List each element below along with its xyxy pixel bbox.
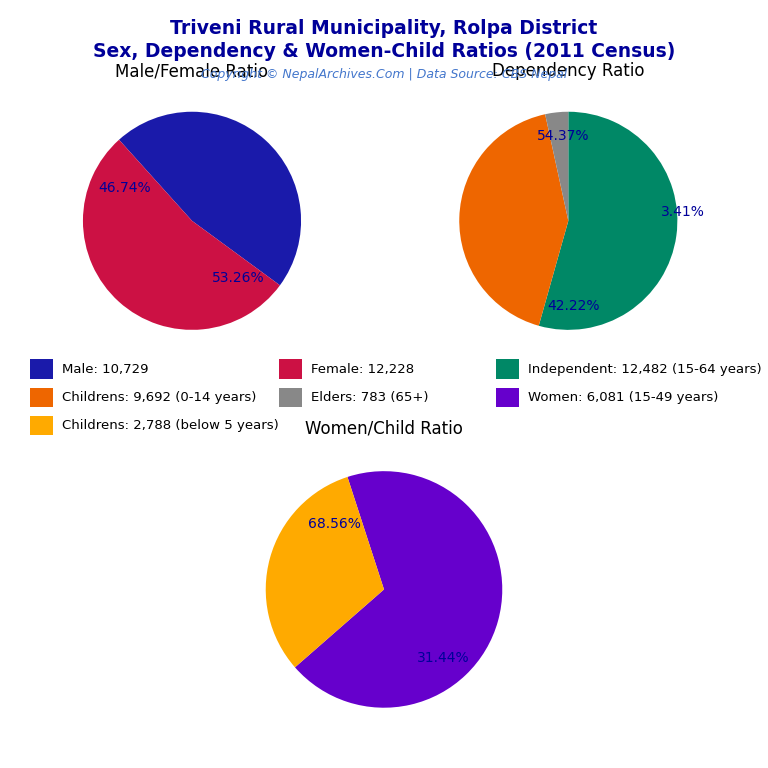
Text: Copyright © NepalArchives.Com | Data Source: CBS Nepal: Copyright © NepalArchives.Com | Data Sou…: [201, 68, 567, 81]
Text: Female: 12,228: Female: 12,228: [311, 362, 414, 376]
Text: Triveni Rural Municipality, Rolpa District: Triveni Rural Municipality, Rolpa Distri…: [170, 19, 598, 38]
Text: Childrens: 2,788 (below 5 years): Childrens: 2,788 (below 5 years): [62, 419, 279, 432]
Bar: [280, 359, 303, 379]
Bar: [30, 388, 53, 407]
Text: Independent: 12,482 (15-64 years): Independent: 12,482 (15-64 years): [528, 362, 761, 376]
Text: Women: 6,081 (15-49 years): Women: 6,081 (15-49 years): [528, 391, 718, 404]
Wedge shape: [83, 140, 280, 329]
Text: Male: 10,729: Male: 10,729: [62, 362, 148, 376]
Text: Sex, Dependency & Women-Child Ratios (2011 Census): Sex, Dependency & Women-Child Ratios (20…: [93, 42, 675, 61]
Text: Childrens: 9,692 (0-14 years): Childrens: 9,692 (0-14 years): [62, 391, 257, 404]
Wedge shape: [459, 114, 568, 326]
Text: Elders: 783 (65+): Elders: 783 (65+): [311, 391, 429, 404]
Title: Male/Female Ratio: Male/Female Ratio: [115, 62, 269, 80]
Text: 42.22%: 42.22%: [548, 299, 600, 313]
Text: 53.26%: 53.26%: [211, 270, 264, 284]
Bar: [30, 416, 53, 435]
Bar: [496, 359, 519, 379]
Title: Dependency Ratio: Dependency Ratio: [492, 62, 644, 80]
Bar: [496, 388, 519, 407]
Text: 54.37%: 54.37%: [537, 129, 589, 143]
Wedge shape: [266, 477, 384, 667]
Wedge shape: [545, 111, 568, 221]
Text: 68.56%: 68.56%: [308, 518, 361, 531]
Wedge shape: [119, 111, 301, 285]
Text: 3.41%: 3.41%: [661, 205, 705, 219]
Bar: [30, 359, 53, 379]
Wedge shape: [295, 472, 502, 707]
Bar: [280, 388, 303, 407]
Text: 31.44%: 31.44%: [417, 651, 469, 665]
Text: 46.74%: 46.74%: [98, 181, 151, 195]
Wedge shape: [538, 111, 677, 329]
Title: Women/Child Ratio: Women/Child Ratio: [305, 419, 463, 437]
